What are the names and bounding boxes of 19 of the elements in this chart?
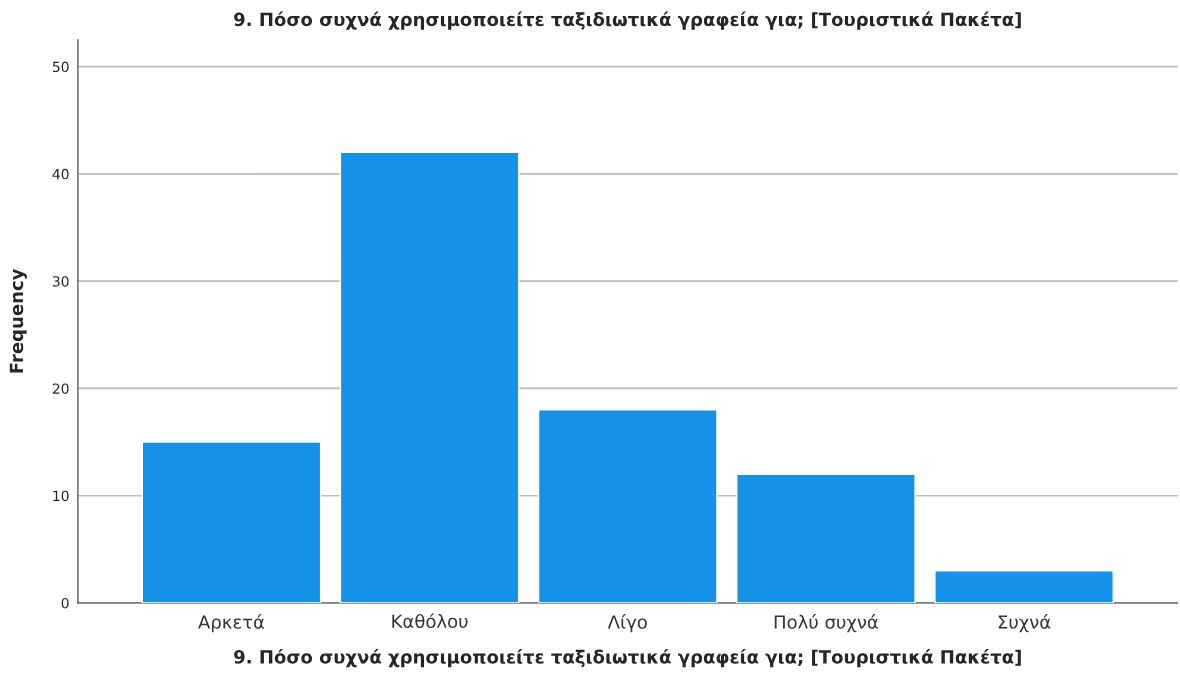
x-tick-label: Λίγο xyxy=(607,614,647,633)
y-tick-label: 10 xyxy=(53,490,69,502)
y-axis-title: Frequency xyxy=(9,268,27,373)
y-tick-label: 50 xyxy=(52,61,69,73)
x-tick-label: Συχνά xyxy=(998,614,1051,633)
y-tick-label: 0 xyxy=(61,597,69,609)
bar xyxy=(141,441,322,603)
y-tick-label: 40 xyxy=(52,168,69,180)
bar xyxy=(339,151,520,603)
chart-title: 9. Πόσο συχνά χρησιμοποιείτε ταξιδιωτικά γραφεία για; [Τουριστικά Πακέτα] xyxy=(234,11,1021,30)
bar xyxy=(736,473,916,603)
bar xyxy=(537,409,718,603)
y-tick-label: 30 xyxy=(52,276,69,287)
x-tick-label: Πολύ συχνά xyxy=(774,614,878,633)
y-tick-label: 20 xyxy=(52,383,69,394)
bar xyxy=(934,570,1114,603)
x-tick-label: Καθόλου xyxy=(392,613,468,629)
x-axis-title: 9. Πόσο συχνά χρησιμοποιείτε ταξιδιωτικά γραφεία για; [Τουριστικά Πακέτα] xyxy=(234,648,1021,668)
x-tick-label: Αρκετά xyxy=(198,614,265,633)
